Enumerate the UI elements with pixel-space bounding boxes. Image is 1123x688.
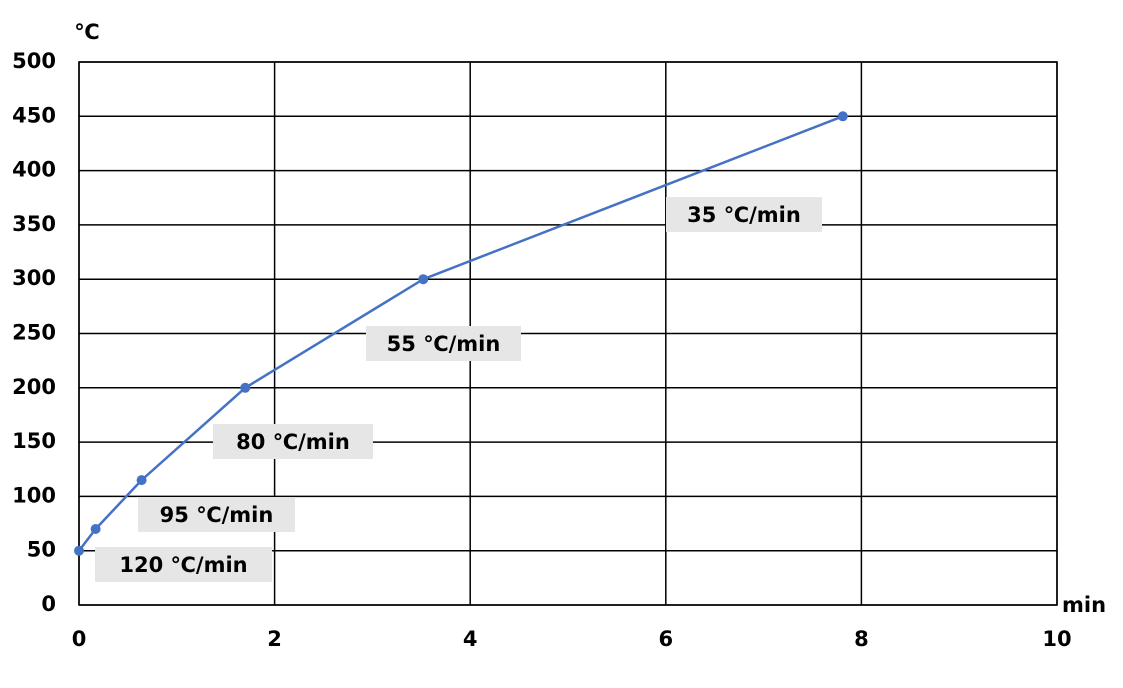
annotation: 55 ℃/min	[387, 332, 501, 356]
x-tick-label: 0	[72, 627, 87, 651]
y-tick-label: 200	[12, 375, 56, 399]
annotation-box	[666, 197, 822, 232]
y-tick-label: 400	[12, 158, 56, 182]
point	[74, 545, 84, 556]
x-tick-label: 2	[267, 627, 282, 651]
annotation: 35 ℃/min	[687, 203, 801, 227]
annotation: 80 ℃/min	[236, 430, 350, 454]
y-tick-label: 100	[12, 483, 56, 507]
y-tick-label: 450	[12, 103, 56, 127]
y-tick-label: 50	[27, 538, 56, 562]
y-tick-label: 300	[12, 266, 56, 290]
point	[418, 274, 429, 285]
x-tick-label: 4	[463, 627, 478, 651]
annotation-box	[138, 497, 295, 532]
point	[240, 382, 251, 393]
point	[837, 111, 848, 122]
plot-border	[78, 61, 1058, 606]
point	[90, 523, 101, 534]
annotation: 95 ℃/min	[160, 503, 274, 527]
y-tick-label: 0	[41, 592, 56, 616]
point	[136, 475, 147, 486]
y-tick-label: 250	[12, 321, 56, 345]
annotation-box	[366, 326, 521, 361]
x-axis-label: min	[1062, 593, 1106, 617]
y-tick-label: 500	[12, 49, 56, 73]
annotation: 120 ℃/min	[119, 553, 247, 577]
y-axis-label: ℃	[74, 20, 99, 44]
y-tick-label: 350	[12, 212, 56, 236]
x-tick-label: 10	[1042, 627, 1071, 651]
annotation-box	[213, 424, 373, 459]
x-tick-label: 6	[658, 627, 673, 651]
y-tick-label: 150	[12, 429, 56, 453]
x-tick-label: 8	[854, 627, 869, 651]
annotation-box	[95, 547, 272, 582]
